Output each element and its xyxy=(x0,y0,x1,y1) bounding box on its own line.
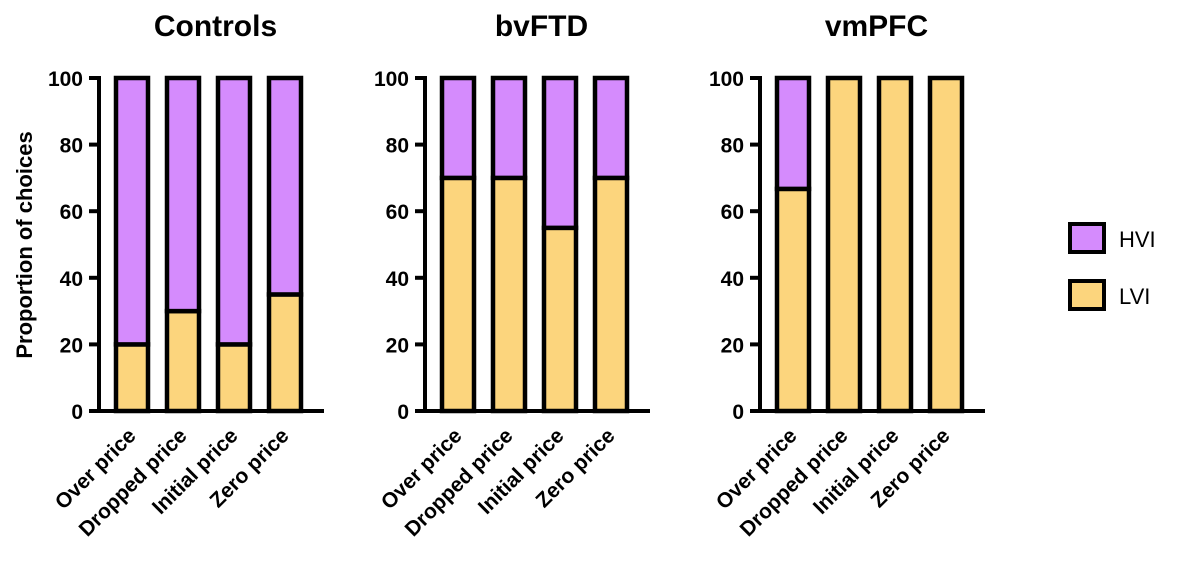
y-tick-label: 0 xyxy=(397,401,409,424)
panel-title: bvFTD xyxy=(495,10,588,43)
panel-title: Controls xyxy=(154,10,277,43)
bar-segment-lvi xyxy=(266,292,304,414)
bar-segment-lvi xyxy=(164,308,202,414)
y-tick-label: 60 xyxy=(721,201,744,224)
bar-segment-hvi xyxy=(439,75,477,181)
bar-segment-lvi xyxy=(215,342,253,414)
bar-segment-lvi xyxy=(113,342,151,414)
panel-title: vmPFC xyxy=(825,10,928,43)
bar-segment-hvi xyxy=(592,75,630,181)
y-tick-label: 100 xyxy=(48,68,83,91)
y-tick-label: 20 xyxy=(721,334,744,357)
bar-segment-hvi xyxy=(164,75,202,314)
bar-segment-lvi xyxy=(825,75,863,414)
y-tick-label: 100 xyxy=(709,68,744,91)
legend-swatch-lvi xyxy=(1068,279,1106,311)
bar-segment-lvi xyxy=(774,186,812,414)
legend: HVI LVI xyxy=(1068,222,1156,311)
y-tick-label: 40 xyxy=(60,268,83,291)
y-tick-label: 0 xyxy=(732,401,744,424)
y-tick-label: 80 xyxy=(386,135,409,158)
bar-segment-lvi xyxy=(541,225,579,414)
y-axis-label: Proportion of choices xyxy=(12,131,37,358)
bar-segment-hvi xyxy=(541,75,579,231)
y-tick-label: 80 xyxy=(721,135,744,158)
y-tick-label: 0 xyxy=(71,401,83,424)
bar-segment-hvi xyxy=(266,75,304,297)
legend-label-lvi: LVI xyxy=(1119,284,1150,309)
bar-segment-lvi xyxy=(439,175,477,414)
bar-segment-lvi xyxy=(490,175,528,414)
y-tick-label: 80 xyxy=(60,135,83,158)
y-tick-label: 20 xyxy=(60,334,83,357)
bar-segment-lvi xyxy=(592,175,630,414)
y-tick-label: 40 xyxy=(721,268,744,291)
bar-segment-hvi xyxy=(215,75,253,347)
y-tick-label: 100 xyxy=(374,68,409,91)
y-tick-label: 60 xyxy=(386,201,409,224)
legend-label-hvi: HVI xyxy=(1119,227,1156,252)
legend-swatch-hvi xyxy=(1068,222,1106,254)
bar-segment-hvi xyxy=(774,75,812,192)
y-tick-label: 60 xyxy=(60,201,83,224)
y-tick-label: 40 xyxy=(386,268,409,291)
bar-segment-hvi xyxy=(490,75,528,181)
bar-segment-hvi xyxy=(113,75,151,347)
bar-segment-lvi xyxy=(927,75,965,414)
y-tick-label: 20 xyxy=(386,334,409,357)
bar-segment-lvi xyxy=(876,75,914,414)
